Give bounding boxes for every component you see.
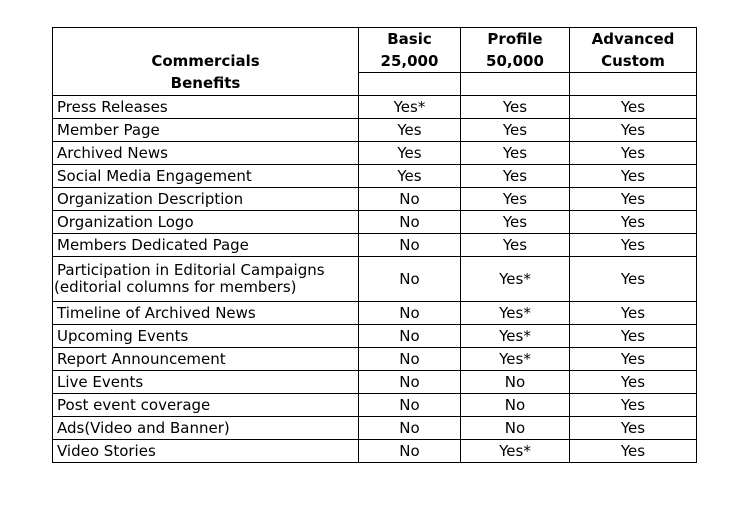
advanced-value: Yes [569, 210, 697, 234]
advanced-value: Yes [569, 118, 697, 142]
advanced-value: Yes [569, 187, 697, 211]
benefit-name: Archived News [52, 141, 359, 165]
table-row: Member Page Yes Yes Yes [52, 118, 697, 142]
basic-value: No [358, 439, 461, 463]
benefit-name-line-1: Participation in Editorial Campaigns [57, 261, 325, 279]
basic-value: No [358, 347, 461, 371]
table-row: Members Dedicated Page No Yes Yes [52, 233, 697, 257]
benefit-name-line-2: (editorial columns for members) [54, 278, 297, 296]
basic-value: No [358, 393, 461, 417]
advanced-value: Yes [569, 95, 697, 119]
profile-value: Yes* [460, 324, 570, 348]
basic-value: Yes [358, 118, 461, 142]
table-row: Ads(Video and Banner) No No Yes [52, 416, 697, 440]
advanced-value: Yes [569, 256, 697, 302]
table-row: Live Events No No Yes [52, 370, 697, 394]
table-row: Video Stories No Yes* Yes [52, 439, 697, 463]
basic-value: No [358, 370, 461, 394]
profile-value: Yes* [460, 347, 570, 371]
benefit-name: Participation in Editorial Campaigns (edi… [52, 256, 359, 302]
benefit-name: Live Events [52, 370, 359, 394]
benefit-name: Ads(Video and Banner) [52, 416, 359, 440]
advanced-value: Yes [569, 233, 697, 257]
plan-price-basic: 25,000 [358, 50, 461, 73]
advanced-value: Yes [569, 164, 697, 188]
header-empty-cell [52, 27, 359, 50]
advanced-value: Yes [569, 324, 697, 348]
advanced-value: Yes [569, 416, 697, 440]
benefit-name: Upcoming Events [52, 324, 359, 348]
advanced-value: Yes [569, 301, 697, 325]
benefit-name: Member Page [52, 118, 359, 142]
empty-cell [460, 72, 570, 96]
benefits-label: Benefits [52, 72, 359, 96]
empty-cell [569, 72, 697, 96]
benefit-name: Post event coverage [52, 393, 359, 417]
benefit-name: Video Stories [52, 439, 359, 463]
basic-value: Yes* [358, 95, 461, 119]
profile-value: Yes [460, 164, 570, 188]
profile-value: Yes* [460, 439, 570, 463]
benefit-name: Report Announcement [52, 347, 359, 371]
profile-value: No [460, 393, 570, 417]
benefits-header-row: Benefits [52, 72, 697, 96]
commercials-label: Commercials [52, 50, 359, 73]
table-row: Social Media Engagement Yes Yes Yes [52, 164, 697, 188]
basic-value: No [358, 187, 461, 211]
plan-price-profile: 50,000 [460, 50, 570, 73]
profile-value: No [460, 370, 570, 394]
advanced-value: Yes [569, 439, 697, 463]
basic-value: Yes [358, 164, 461, 188]
basic-value: No [358, 210, 461, 234]
basic-value: No [358, 233, 461, 257]
table-row: Upcoming Events No Yes* Yes [52, 324, 697, 348]
advanced-value: Yes [569, 141, 697, 165]
profile-value: Yes* [460, 256, 570, 302]
profile-value: Yes* [460, 301, 570, 325]
basic-value: No [358, 324, 461, 348]
benefit-name: Press Releases [52, 95, 359, 119]
table-row: Archived News Yes Yes Yes [52, 141, 697, 165]
table-row: Report Announcement No Yes* Yes [52, 347, 697, 371]
basic-value: No [358, 416, 461, 440]
basic-value: No [358, 301, 461, 325]
benefit-name: Members Dedicated Page [52, 233, 359, 257]
header-row-prices: Commercials 25,000 50,000 Custom [52, 50, 697, 73]
advanced-value: Yes [569, 347, 697, 371]
profile-value: Yes [460, 118, 570, 142]
table-row: Organization Logo No Yes Yes [52, 210, 697, 234]
profile-value: Yes [460, 95, 570, 119]
profile-value: Yes [460, 187, 570, 211]
basic-value: No [358, 256, 461, 302]
plan-name-basic: Basic [358, 27, 461, 50]
profile-value: Yes [460, 210, 570, 234]
advanced-value: Yes [569, 370, 697, 394]
table-row: Participation in Editorial Campaigns (edi… [52, 256, 697, 302]
plan-name-profile: Profile [460, 27, 570, 50]
table-row: Press Releases Yes* Yes Yes [52, 95, 697, 119]
empty-cell [358, 72, 461, 96]
pricing-table: Basic Profile Advanced Commercials 25,00… [52, 27, 697, 463]
plan-name-advanced: Advanced [569, 27, 697, 50]
benefit-name: Organization Description [52, 187, 359, 211]
table-row: Timeline of Archived News No Yes* Yes [52, 301, 697, 325]
benefit-name: Timeline of Archived News [52, 301, 359, 325]
header-row-plan-names: Basic Profile Advanced [52, 27, 697, 50]
profile-value: No [460, 416, 570, 440]
benefit-name: Social Media Engagement [52, 164, 359, 188]
profile-value: Yes [460, 233, 570, 257]
table-row: Post event coverage No No Yes [52, 393, 697, 417]
plan-price-advanced: Custom [569, 50, 697, 73]
benefit-name: Organization Logo [52, 210, 359, 234]
profile-value: Yes [460, 141, 570, 165]
basic-value: Yes [358, 141, 461, 165]
table-row: Organization Description No Yes Yes [52, 187, 697, 211]
advanced-value: Yes [569, 393, 697, 417]
